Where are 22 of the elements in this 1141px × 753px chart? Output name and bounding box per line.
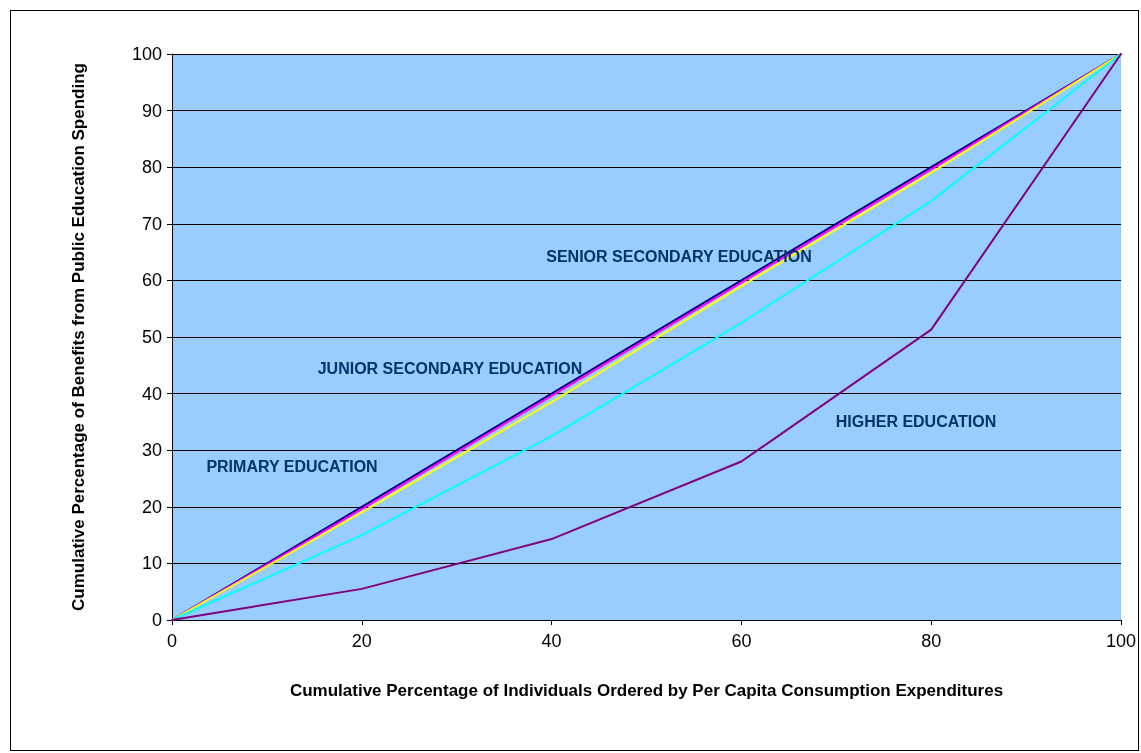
y-tick-label: 20 bbox=[141, 496, 162, 517]
y-axis-title: Cumulative Percentage of Benefits from Public Education Spending bbox=[68, 63, 88, 611]
y-tick-label: 50 bbox=[141, 327, 162, 347]
annotation: HIGHER EDUCATION bbox=[835, 412, 997, 430]
y-tick-label: 40 bbox=[141, 383, 162, 404]
x-tick-label: 40 bbox=[541, 631, 562, 651]
annotation: JUNIOR SECONDARY EDUCATION bbox=[317, 359, 583, 377]
x-tick-label: 80 bbox=[921, 631, 942, 651]
y-tick-label: 100 bbox=[131, 44, 162, 64]
y-tick-label: 60 bbox=[141, 270, 162, 291]
x-tick-label: 0 bbox=[166, 631, 178, 651]
annotation: PRIMARY EDUCATION bbox=[206, 457, 378, 475]
y-tick-label: 90 bbox=[141, 100, 162, 121]
y-tick-label: 10 bbox=[141, 553, 162, 574]
x-tick-label: 60 bbox=[731, 631, 752, 651]
y-tick-label: 80 bbox=[141, 157, 162, 178]
y-tick-label: 30 bbox=[141, 440, 162, 461]
y-tick-label: 70 bbox=[141, 213, 162, 234]
x-axis-title: Cumulative Percentage of Individuals Ordered by Per Capita Consumption Expenditures bbox=[289, 680, 1004, 700]
y-tick-label: 0 bbox=[151, 610, 162, 630]
x-tick-label: 100 bbox=[1105, 631, 1137, 651]
x-tick-label: 20 bbox=[351, 631, 372, 651]
